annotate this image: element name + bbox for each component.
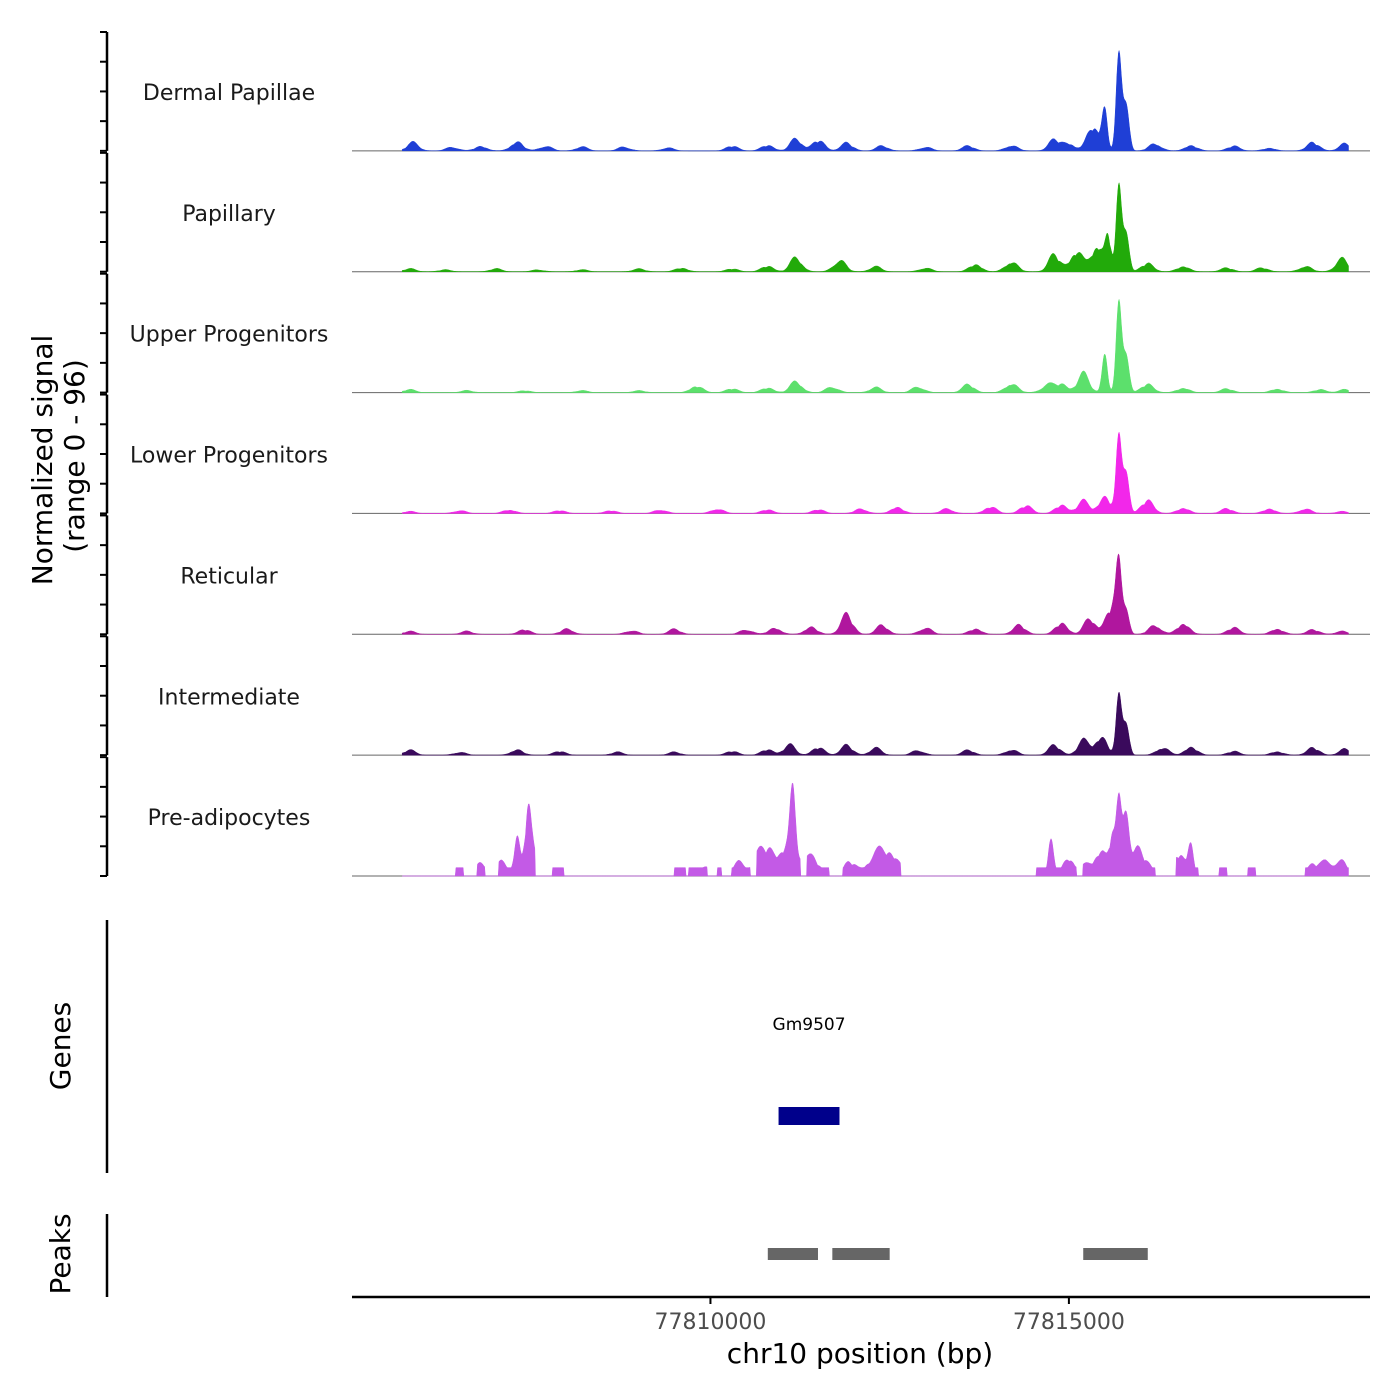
x-axis-ticks: 77810000 77815000 — [654, 1297, 1125, 1335]
y-axis-range: (range 0 - 96) — [58, 359, 91, 553]
signal-area-reticular — [401, 553, 1349, 635]
x-tick-label: 77810000 — [654, 1310, 766, 1335]
track-label-lower-progenitors: Lower Progenitors — [130, 444, 328, 469]
gene-label-gm9507: Gm9507 — [773, 1015, 846, 1035]
track-label-pre-adipocytes: Pre-adipocytes — [148, 806, 311, 831]
signal-area-dermal-papillae — [401, 50, 1349, 152]
track-papillary: Papillary — [182, 181, 1370, 273]
signal-area-papillary — [401, 181, 1349, 272]
peak-region-3 — [1083, 1248, 1148, 1260]
y-axis-title: Normalized signal — [26, 335, 59, 586]
track-label-intermediate: Intermediate — [158, 685, 300, 710]
peaks-axis-title: Peaks — [44, 1213, 77, 1294]
genes-axis-title: Genes — [44, 1002, 77, 1090]
track-label-dermal-papillae: Dermal Papillae — [143, 81, 315, 106]
signal-area-upper-progenitors — [401, 299, 1349, 393]
signal-tracks: Dermal Papillae Papillary Upper Progenitor… — [130, 50, 1370, 877]
track-label-papillary: Papillary — [182, 202, 276, 227]
signal-left-axis — [100, 31, 109, 877]
signal-area-intermediate — [401, 691, 1349, 756]
track-label-upper-progenitors: Upper Progenitors — [130, 323, 329, 348]
x-axis-title: chr10 position (bp) — [727, 1337, 993, 1370]
track-upper-progenitors: Upper Progenitors — [130, 299, 1370, 394]
track-pre-adipocytes: Pre-adipocytes — [148, 782, 1370, 877]
gene-body-gm9507 — [778, 1107, 840, 1125]
peaks-panel — [767, 1248, 1148, 1260]
signal-area-lower-progenitors — [401, 431, 1349, 514]
gene-gm9507: Gm9507 — [773, 1015, 846, 1125]
track-dermal-papillae: Dermal Papillae — [143, 50, 1370, 152]
genes-panel: Gm9507 — [773, 1015, 846, 1125]
track-lower-progenitors: Lower Progenitors — [130, 431, 1370, 514]
track-label-reticular: Reticular — [180, 564, 278, 589]
peak-region-1 — [767, 1248, 818, 1260]
track-intermediate: Intermediate — [158, 685, 1370, 756]
signal-area-pre-adipocytes — [402, 782, 1349, 877]
peak-region-2 — [832, 1248, 890, 1260]
x-tick-label: 77815000 — [1013, 1310, 1125, 1335]
track-reticular: Reticular — [180, 553, 1370, 635]
